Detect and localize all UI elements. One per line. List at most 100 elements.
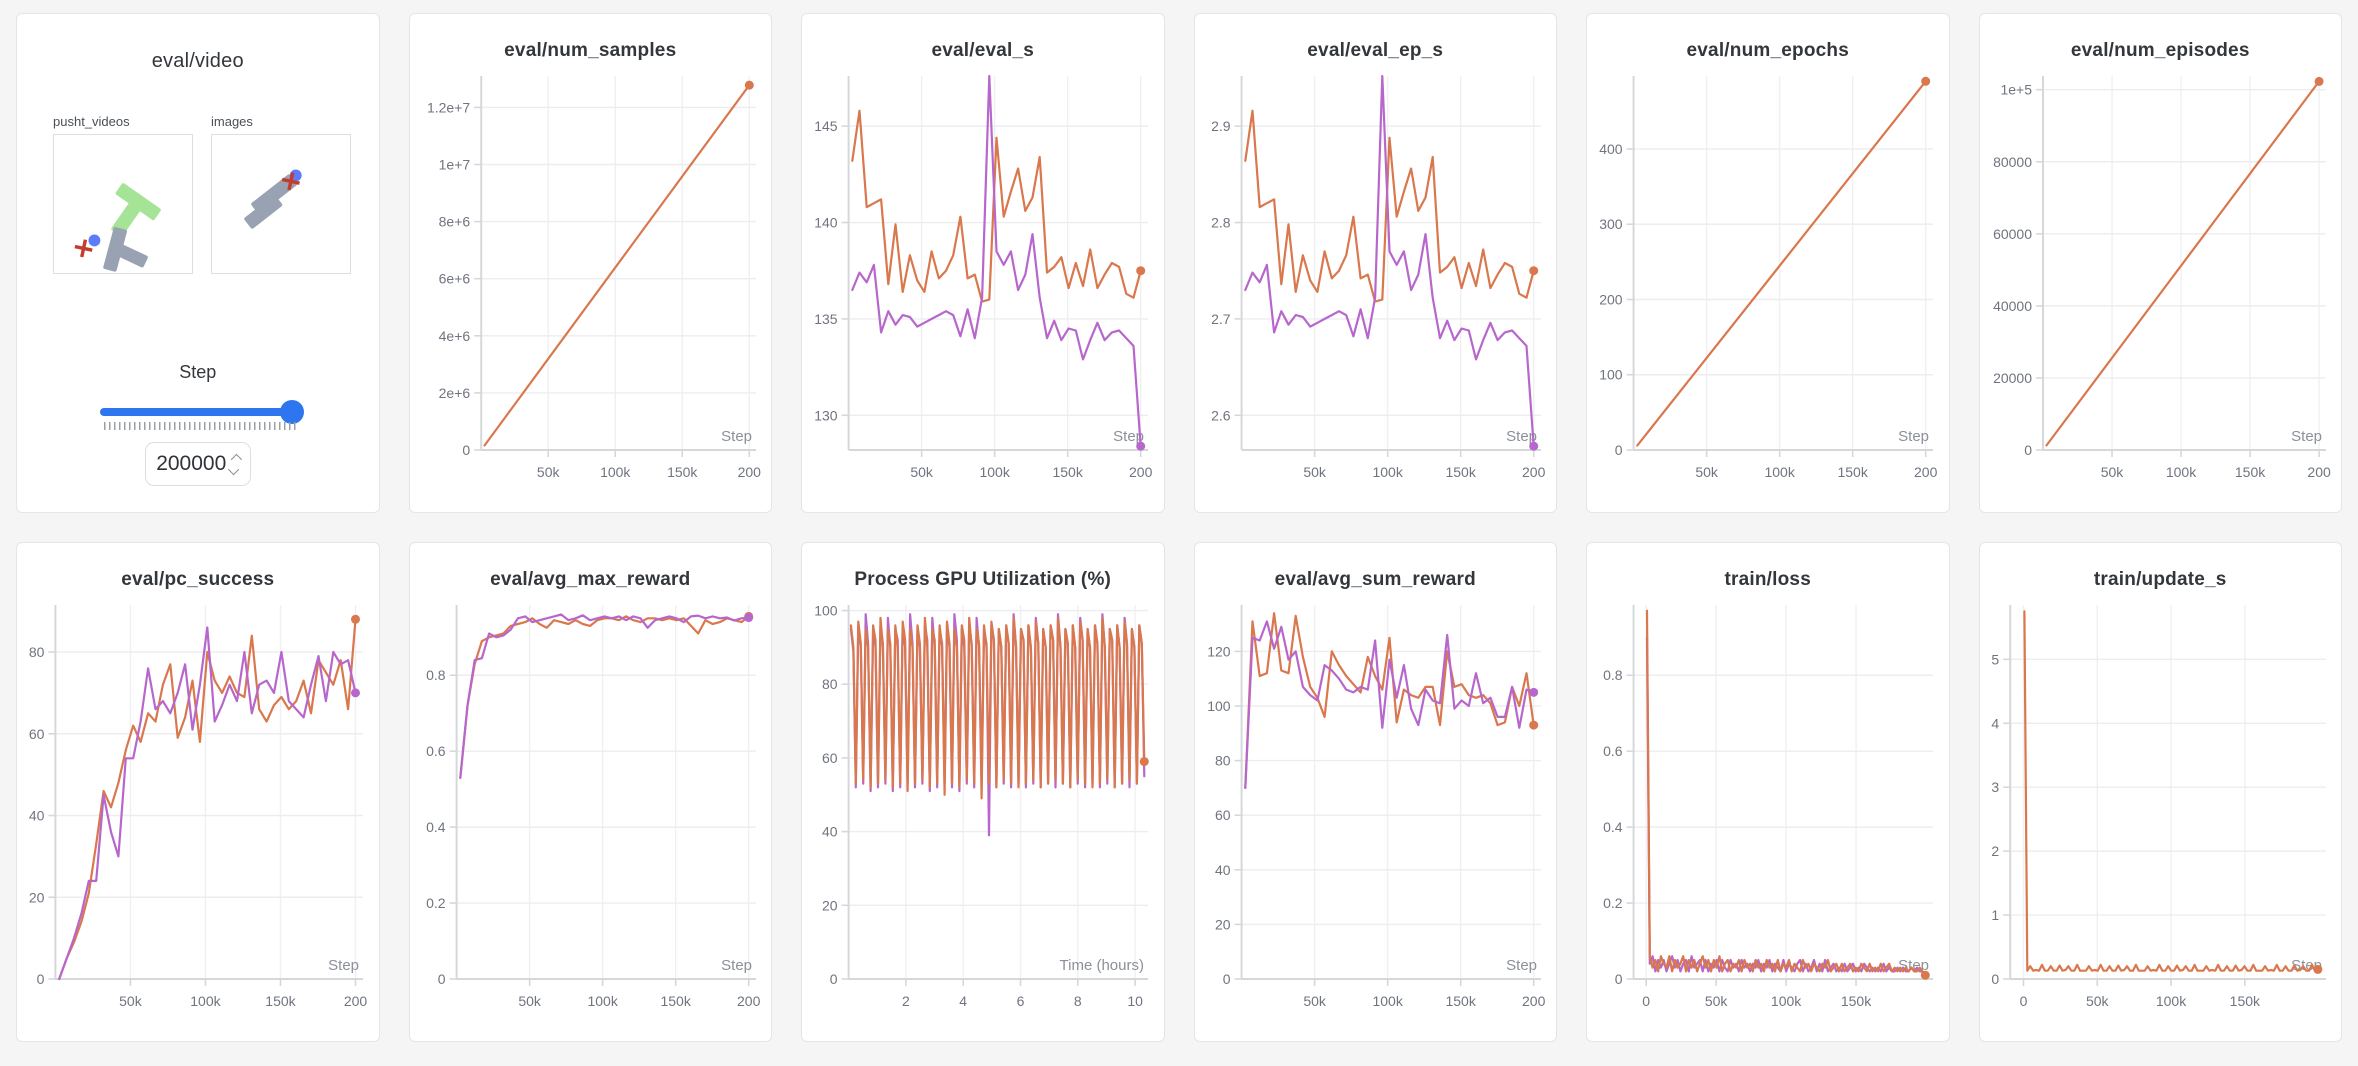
- series-line-purple: [58, 626, 357, 981]
- agent-dot-icon: [88, 234, 101, 247]
- y-tick-label: 0: [830, 971, 838, 987]
- pusht-image-scene-icon: [244, 169, 302, 229]
- x-tick-label: 150k: [1837, 464, 1868, 480]
- y-tick-label: 1e+7: [438, 157, 470, 173]
- x-axis-label: Step: [2291, 428, 2322, 445]
- video-panel-title: eval/video: [151, 50, 244, 72]
- stepper-spinner[interactable]: [228, 453, 243, 475]
- series-end-dot-orange: [2312, 964, 2322, 974]
- step-input-value[interactable]: 200000: [156, 452, 227, 475]
- y-tick-label: 3: [1991, 779, 1999, 795]
- x-tick-label: 150k: [2234, 464, 2265, 480]
- chart-title: eval/eval_ep_s: [1307, 40, 1444, 61]
- chart-panel-train-loss: train/loss 0 0.2 0.4 0.6 0.8 0 50k 100k 150k Step: [1586, 542, 1950, 1042]
- y-tick-label: 120: [1207, 643, 1231, 659]
- slider-track[interactable]: [100, 408, 300, 416]
- series-line-purple: [1243, 620, 1535, 789]
- chart-panel-eval-eval-ep-s: eval/eval_ep_s 2.6 2.7 2.8 2.9 50k 100k 150k 200…: [1193, 13, 1557, 513]
- series-line-orange: [458, 615, 750, 779]
- chart-panel-train-update-s: train/update_s 0 1 2 3 4 5 0 50k 100k 150k Step: [1978, 542, 2342, 1042]
- x-axis-label: Step: [1113, 428, 1144, 445]
- media-item-pusht-videos: pusht_videos: [53, 114, 193, 274]
- chart-title: train/update_s: [2093, 569, 2227, 590]
- x-tick-label: 200: [344, 993, 368, 1009]
- x-tick-label: 100k: [1764, 464, 1795, 480]
- chart-plot[interactable]: 0 20 40 60 80 100 120 50k 100k 150k 200 Step: [1195, 595, 1555, 1025]
- chart-title: eval/pc_success: [121, 569, 275, 590]
- chart-plot[interactable]: 2.6 2.7 2.8 2.9 50k 100k 150k 200 Step: [1195, 66, 1555, 496]
- y-tick-label: 0: [37, 971, 45, 987]
- y-tick-label: 20: [1215, 916, 1231, 932]
- x-tick-label: 200: [2307, 464, 2331, 480]
- chevron-down-icon[interactable]: [228, 463, 240, 475]
- chart-plot[interactable]: 0 20000 40000 60000 80000 1e+5 50k 100k 150k 200 S…: [1980, 66, 2340, 496]
- series-end-dot-orange: [744, 80, 754, 90]
- y-tick-label: 200: [1599, 291, 1623, 307]
- goal-cross-icon: [281, 172, 300, 191]
- chart-plot[interactable]: 0 20 40 60 80 50k 100k 150k 200 Step: [17, 595, 377, 1025]
- slider-thumb[interactable]: [280, 400, 304, 424]
- y-tick-label: 80000: [1993, 154, 2032, 170]
- series-line-orange: [1645, 609, 1927, 977]
- y-tick-label: 135: [814, 311, 838, 327]
- x-tick-label: 100k: [2165, 464, 2196, 480]
- chart-plot[interactable]: 130 135 140 145 50k 100k 150k 200 Step: [802, 66, 1162, 496]
- x-tick-label: 100k: [600, 464, 631, 480]
- x-tick-label: 100k: [1771, 993, 1802, 1009]
- images-thumbnail[interactable]: [211, 134, 351, 274]
- y-tick-label: 0.4: [1603, 819, 1623, 835]
- series-end-dot-orange: [1136, 266, 1146, 276]
- series-line-orange: [2044, 80, 2320, 447]
- y-tick-label: 2.8: [1211, 215, 1231, 231]
- step-input[interactable]: 200000: [144, 442, 251, 486]
- y-tick-label: 2e+6: [438, 385, 470, 401]
- media-row: pusht_videos: [53, 114, 359, 274]
- y-tick-label: 20: [29, 889, 45, 905]
- x-tick-label: 100k: [1372, 993, 1403, 1009]
- y-tick-label: 0.2: [426, 895, 446, 911]
- y-tick-label: 4e+6: [438, 328, 470, 344]
- chart-panel-eval-avg-sum-reward: eval/avg_sum_reward 0 20 40 60 80 100 120 50k 100…: [1193, 542, 1557, 1042]
- series-end-dot-orange: [350, 614, 360, 624]
- y-tick-label: 2.7: [1211, 311, 1231, 327]
- y-tick-label: 80: [1215, 753, 1231, 769]
- x-tick-label: 50k: [910, 464, 934, 480]
- x-tick-label: 150k: [1445, 464, 1476, 480]
- x-tick-label: 50k: [1705, 993, 1729, 1009]
- step-slider[interactable]: [100, 400, 304, 430]
- y-tick-label: 8e+6: [438, 214, 470, 230]
- y-tick-label: 60: [822, 750, 838, 766]
- y-tick-label: 300: [1599, 216, 1623, 232]
- series-line-orange: [2022, 610, 2319, 972]
- chart-plot[interactable]: 0 100 200 300 400 50k 100k 150k 200 Step: [1587, 66, 1947, 496]
- series-line-orange: [1636, 80, 1927, 447]
- y-tick-label: 0.6: [426, 743, 446, 759]
- chart-plot[interactable]: 0 2e+6 4e+6 6e+6 8e+6 1e+7 1.2e+7 50k 100k 150k 20…: [410, 66, 770, 496]
- y-tick-label: 0: [437, 971, 445, 987]
- y-tick-label: 0: [1222, 971, 1230, 987]
- x-tick-label: 150k: [660, 993, 691, 1009]
- x-tick-label: 50k: [1695, 464, 1719, 480]
- series-end-dot-purple: [1528, 687, 1538, 697]
- x-tick-label: 150k: [2229, 993, 2260, 1009]
- media-label: pusht_videos: [53, 114, 130, 129]
- x-tick-label: 0: [1642, 993, 1650, 1009]
- series-line-purple: [1243, 74, 1535, 448]
- x-tick-label: 50k: [536, 464, 560, 480]
- y-tick-label: 2.9: [1211, 118, 1231, 134]
- pusht-video-thumbnail[interactable]: [53, 134, 193, 274]
- x-axis-label: Step: [328, 957, 359, 974]
- series-line-orange: [851, 109, 1142, 303]
- y-tick-label: 20000: [1993, 370, 2032, 386]
- y-tick-label: 1e+5: [2000, 82, 2032, 98]
- y-tick-label: 0.8: [1603, 667, 1623, 683]
- series-end-dot-orange: [1921, 76, 1931, 86]
- y-tick-label: 60: [29, 726, 45, 742]
- series-line-orange: [849, 616, 1146, 800]
- chart-plot[interactable]: 0 0.2 0.4 0.6 0.8 50k 100k 150k 200 Step: [410, 595, 770, 1025]
- x-tick-label: 100k: [2155, 993, 2186, 1009]
- series-line-orange: [482, 84, 750, 447]
- chart-plot[interactable]: 0 20 40 60 80 100 2 4 6 8 10 Time (hours): [802, 595, 1162, 1025]
